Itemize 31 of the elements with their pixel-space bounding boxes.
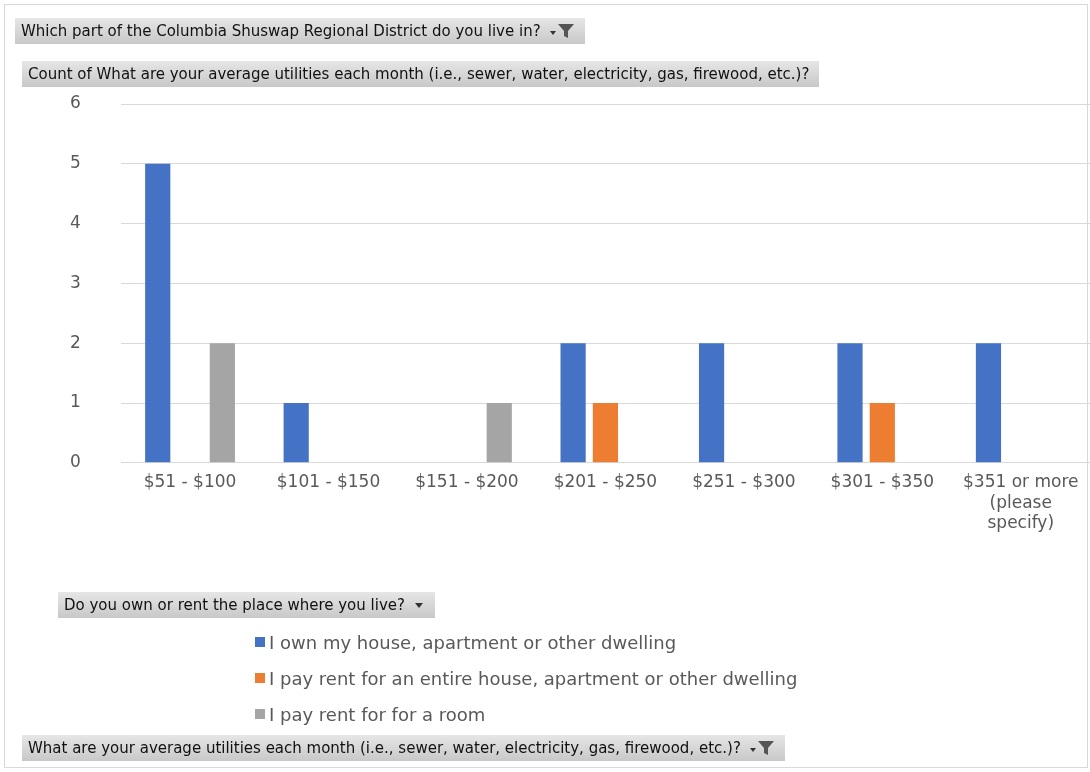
x-tick-label: $351 or more (please specify) bbox=[963, 471, 1079, 533]
chart-subtitle: Count of What are your average utilities each month (i.e., sewer, water, electricity, gas, firewood, etc.)? bbox=[28, 64, 810, 85]
y-tick-label: 1 bbox=[69, 391, 81, 412]
y-tick-label: 0 bbox=[69, 451, 81, 472]
y-tick-label: 3 bbox=[69, 271, 81, 292]
bar bbox=[209, 343, 235, 463]
legend-label: I pay rent for an entire house, apartment or other dwelling bbox=[269, 667, 798, 689]
x-tick-label: $201 - $250 bbox=[553, 471, 658, 492]
bar bbox=[698, 343, 725, 463]
bar bbox=[486, 403, 512, 463]
x-tick-label: $51 - $100 bbox=[143, 471, 237, 492]
y-tick-label: 2 bbox=[69, 331, 81, 352]
bar bbox=[560, 343, 586, 463]
bar bbox=[283, 403, 309, 463]
y-tick-label: 6 bbox=[69, 92, 81, 113]
legend-label: I pay rent for for a room bbox=[269, 703, 486, 725]
bar bbox=[592, 403, 619, 463]
x-tick-label: $251 - $300 bbox=[692, 471, 796, 492]
legend-label: I own my house, apartment or other dwelling bbox=[269, 631, 677, 653]
legend-title: Do you own or rent the place where you live? bbox=[64, 595, 405, 616]
text: What are your average utilities each month (i.e., sewer, water, electricity, gas, firewood, etc.)? bbox=[28, 738, 741, 759]
bar bbox=[869, 403, 895, 463]
x-tick-label: $301 - $350 bbox=[830, 471, 935, 492]
chart-title: Which part of the Columbia Shuswap Regional District do you live in? bbox=[21, 21, 541, 42]
y-tick-label: 5 bbox=[69, 152, 81, 173]
bar bbox=[837, 343, 863, 463]
x-tick-label: $151 - $200 bbox=[415, 471, 519, 492]
y-tick-label: 4 bbox=[69, 212, 81, 233]
bar bbox=[975, 343, 1002, 463]
x-tick-label: $101 - $150 bbox=[276, 471, 381, 492]
bar bbox=[145, 163, 171, 463]
